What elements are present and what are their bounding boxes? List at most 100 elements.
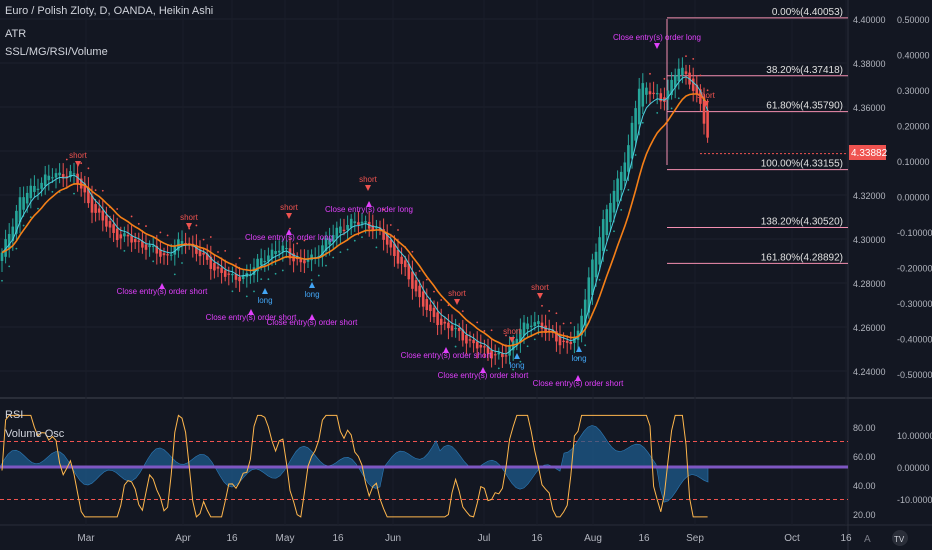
ssl-dot — [411, 250, 414, 253]
down-arrow-icon — [509, 337, 515, 343]
candle-body — [605, 209, 609, 235]
short-signal: short — [531, 283, 550, 299]
candle-body — [281, 245, 285, 252]
candle-body — [241, 275, 245, 280]
time-tick-label: 16 — [226, 533, 238, 544]
candle-body — [652, 92, 655, 94]
candle — [508, 336, 511, 365]
settings-icon[interactable]: A — [864, 534, 871, 545]
last-price-badge-bg — [849, 145, 886, 160]
candle — [609, 193, 612, 232]
short-signal: short — [503, 327, 522, 343]
candle — [515, 328, 519, 351]
ssl-dot — [245, 295, 248, 298]
candle — [97, 199, 101, 221]
candle — [252, 258, 256, 293]
candle-body — [47, 175, 51, 181]
ssl-dot — [375, 246, 378, 249]
candle-body — [483, 346, 486, 348]
svg-text:TV: TV — [894, 535, 905, 544]
candle-body — [691, 78, 695, 91]
candle-body — [40, 182, 43, 189]
candle-body — [61, 174, 65, 179]
candle-body — [677, 68, 681, 82]
short-label: short — [69, 151, 88, 160]
ssl-dot — [123, 249, 126, 252]
ssl-dot — [137, 222, 140, 225]
candle — [346, 215, 349, 251]
candle — [22, 186, 25, 227]
candle-body — [72, 173, 76, 175]
price-tick-label: 4.28000 — [853, 279, 886, 289]
candle — [483, 330, 486, 358]
ssl-dot — [15, 247, 18, 250]
ssl-dot — [548, 310, 551, 312]
candle-body — [94, 204, 97, 213]
candle-body — [90, 195, 94, 213]
candle-body — [324, 238, 328, 252]
ssl-dot — [274, 272, 277, 275]
candle-body — [641, 83, 645, 107]
ssl-dot — [505, 334, 507, 337]
candle-body — [209, 256, 213, 269]
candle — [479, 334, 483, 354]
candle — [105, 206, 108, 232]
ssl-dot — [73, 192, 75, 195]
candle — [133, 232, 137, 250]
candle-body — [115, 228, 119, 241]
short-label: short — [359, 175, 378, 184]
candle-body — [299, 258, 303, 263]
ssl-dot — [555, 312, 558, 315]
ssl-dot — [447, 304, 450, 307]
candle — [616, 170, 619, 208]
candle-body — [407, 263, 411, 280]
candle — [601, 209, 605, 262]
candle — [594, 243, 598, 287]
short-signal: short — [448, 289, 467, 305]
ssl-dot — [181, 262, 183, 264]
candle-body — [594, 251, 598, 278]
candle-body — [213, 262, 216, 271]
close-signal: Close entry(s) order short — [206, 309, 297, 322]
candle-body — [627, 145, 630, 172]
up-arrow-icon — [443, 347, 449, 353]
candle-body — [519, 329, 522, 343]
candle-body — [565, 340, 569, 343]
ssl-dot — [231, 290, 234, 293]
candle — [285, 240, 288, 259]
ssl-dot — [1, 279, 3, 282]
ssl-dot — [526, 345, 529, 348]
candle-body — [25, 192, 29, 204]
ssl-dot — [389, 224, 392, 226]
candle-body — [360, 221, 364, 224]
candle — [443, 316, 447, 331]
candle-body — [378, 227, 382, 231]
candle-body — [65, 176, 69, 179]
candle — [627, 134, 630, 191]
ssl-dot — [634, 154, 637, 156]
candle-body — [101, 210, 105, 221]
candle-body — [33, 185, 36, 192]
candle — [447, 304, 450, 340]
candle-body — [126, 234, 130, 237]
atr-tick-label: 0.10000 — [897, 157, 930, 167]
candle — [137, 222, 141, 253]
down-arrow-icon — [654, 43, 660, 49]
candle-body — [270, 249, 274, 259]
ssl-dot — [37, 207, 39, 210]
ssl-dot — [519, 360, 522, 363]
ssl-dot — [425, 278, 428, 281]
candle-body — [454, 327, 457, 330]
candle-body — [540, 322, 544, 329]
time-tick-label: 16 — [638, 533, 650, 544]
candle-body — [58, 172, 61, 176]
candle-body — [310, 254, 313, 261]
up-arrow-icon — [575, 375, 581, 381]
down-arrow-icon — [75, 161, 81, 167]
candle — [72, 162, 76, 195]
candle — [659, 88, 663, 110]
candle — [0, 248, 4, 282]
ssl-dot — [598, 278, 601, 281]
ssl-dot — [541, 304, 543, 307]
tv-logo-icon[interactable]: TV — [892, 530, 908, 546]
